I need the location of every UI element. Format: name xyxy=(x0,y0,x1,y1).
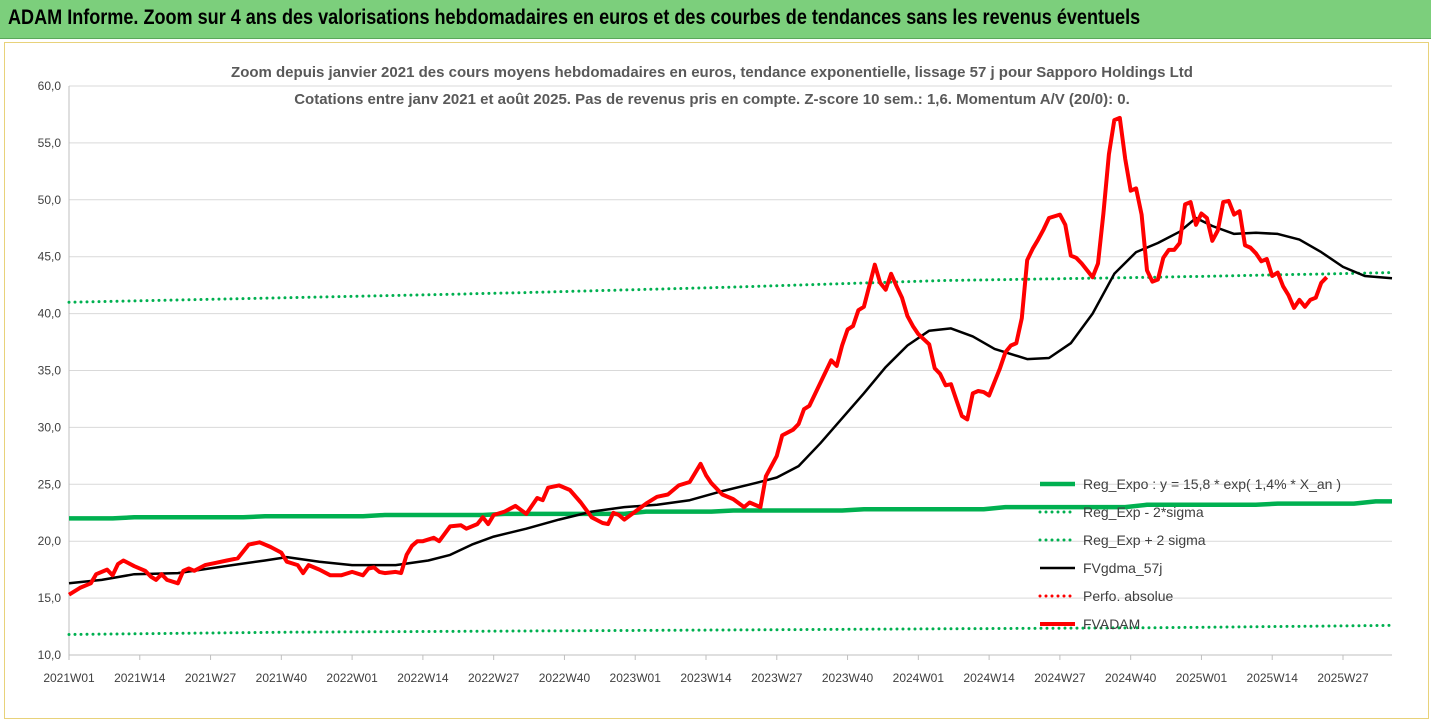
legend-label: FVgdma_57j xyxy=(1083,560,1162,576)
x-tick-label: 2025W27 xyxy=(1317,671,1369,685)
y-tick-label: 40,0 xyxy=(38,307,62,321)
x-tick-label: 2022W27 xyxy=(468,671,520,685)
y-tick-label: 60,0 xyxy=(38,79,62,93)
x-tick-label: 2022W01 xyxy=(326,671,378,685)
x-tick-label: 2022W14 xyxy=(397,671,449,685)
y-tick-label: 35,0 xyxy=(38,364,62,378)
report-title: ADAM Informe. Zoom sur 4 ans des valoris… xyxy=(8,6,1141,29)
x-tick-label: 2021W01 xyxy=(43,671,95,685)
series-line-fvgdma xyxy=(68,216,1393,585)
x-tick-label: 2024W27 xyxy=(1034,671,1086,685)
x-tick-label: 2023W27 xyxy=(751,671,803,685)
x-tick-label: 2023W14 xyxy=(680,671,732,685)
chart-frame xyxy=(4,42,1429,719)
legend-label: Reg_Exp + 2 sigma xyxy=(1083,532,1206,548)
report-banner: ADAM Informe. Zoom sur 4 ans des valoris… xyxy=(0,0,1431,39)
x-tick-label: 2025W01 xyxy=(1176,671,1228,685)
x-tick-label: 2023W40 xyxy=(822,671,874,685)
legend-label: Perfo. absolue xyxy=(1083,588,1173,604)
chart-title-line-1: Zoom depuis janvier 2021 des cours moyen… xyxy=(231,64,1193,81)
x-tick-label: 2021W14 xyxy=(114,671,166,685)
legend-label: FVADAM xyxy=(1083,616,1140,632)
legend-label: Reg_Exp - 2*sigma xyxy=(1083,504,1204,520)
y-tick-label: 10,0 xyxy=(38,648,62,662)
x-tick-label: 2023W01 xyxy=(610,671,662,685)
y-tick-label: 20,0 xyxy=(38,534,62,548)
y-tick-label: 25,0 xyxy=(38,477,62,491)
y-tick-label: 15,0 xyxy=(38,591,62,605)
x-tick-label: 2022W40 xyxy=(539,671,591,685)
series-line-reg-plus xyxy=(67,271,1394,304)
y-tick-label: 55,0 xyxy=(38,136,62,150)
series-line-reg-expo xyxy=(69,499,1392,521)
legend-label: Reg_Expo : y = 15,8 * exp( 1,4% * X_an ) xyxy=(1083,476,1341,492)
x-tick-label: 2021W40 xyxy=(256,671,308,685)
series-line-fvadam xyxy=(67,115,1329,597)
series-line-reg-minus xyxy=(67,623,1394,636)
chart-title-line-2: Cotations entre janv 2021 et août 2025. … xyxy=(294,91,1130,108)
x-tick-label: 2024W14 xyxy=(963,671,1015,685)
x-tick-label: 2024W01 xyxy=(893,671,945,685)
y-tick-label: 50,0 xyxy=(38,193,62,207)
x-tick-label: 2024W40 xyxy=(1105,671,1157,685)
y-tick-label: 45,0 xyxy=(38,250,62,264)
x-tick-label: 2021W27 xyxy=(185,671,237,685)
y-tick-label: 30,0 xyxy=(38,420,62,434)
x-tick-label: 2025W14 xyxy=(1247,671,1299,685)
